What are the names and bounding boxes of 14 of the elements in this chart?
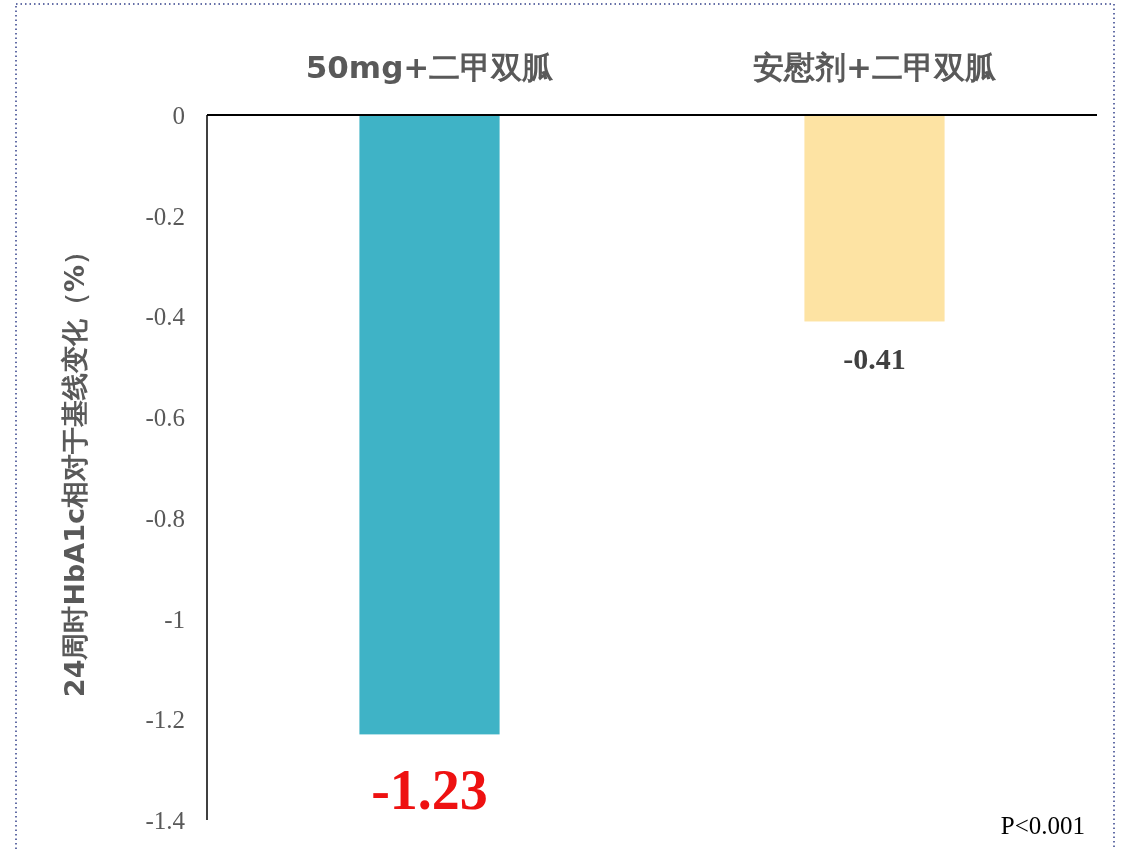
- y-tick-label: -0.4: [145, 303, 186, 331]
- y-tick-label: -1.2: [145, 706, 185, 734]
- y-tick-label: -0.6: [145, 404, 185, 432]
- y-tick-label: -0.8: [145, 504, 185, 532]
- y-tick-label: -0.2: [145, 202, 185, 230]
- data-label: -1.23: [371, 759, 488, 822]
- x-tick-label: 50mg+二甲双胍: [305, 49, 555, 85]
- y-tick-label: -1: [164, 605, 185, 633]
- y-tick-label: -1.4: [145, 807, 186, 834]
- annotation: P<0.001: [1000, 812, 1085, 839]
- y-tick-label: 0: [172, 102, 185, 129]
- y-axis-title: 24周时HbA1c相对于基线变化（%）: [59, 237, 90, 698]
- x-tick-label: 安慰剂+二甲双胍: [753, 49, 997, 85]
- data-label: -0.41: [843, 342, 906, 376]
